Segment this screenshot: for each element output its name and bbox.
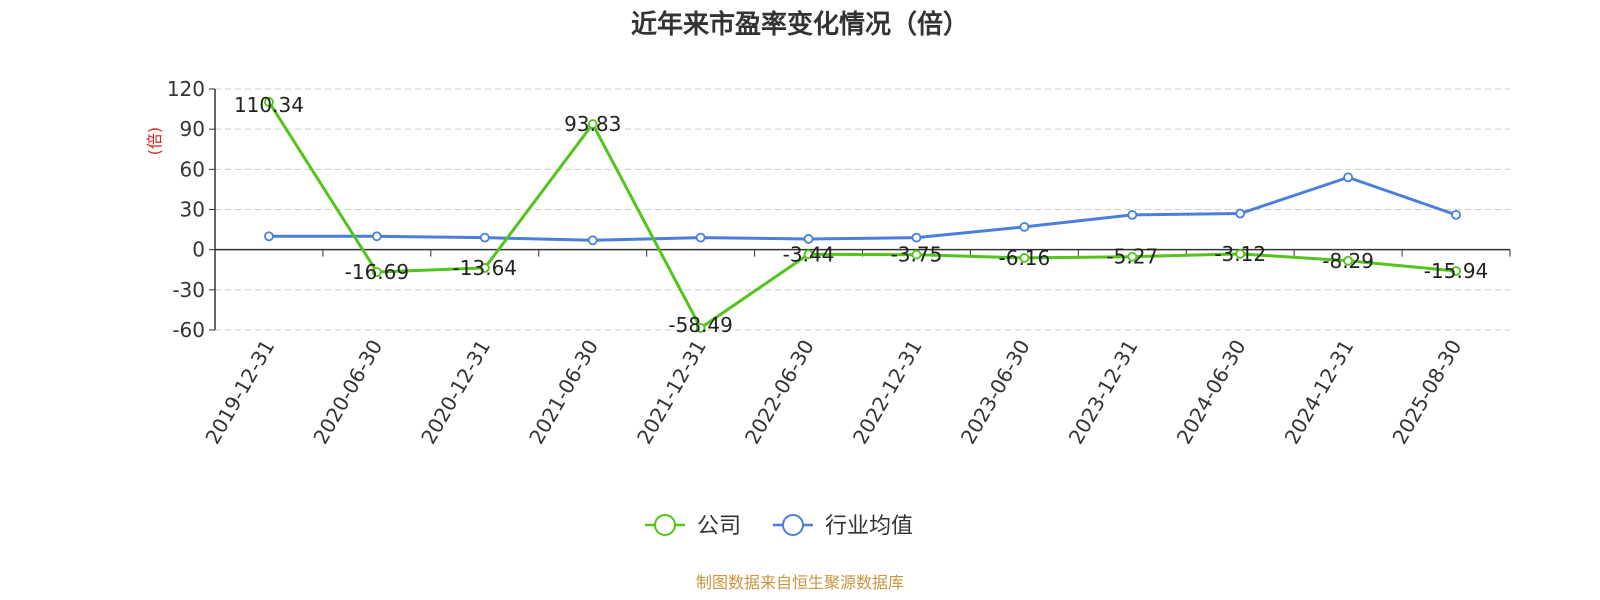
data-point[interactable]: [1019, 253, 1030, 263]
x-tick-label: 2021-06-30: [524, 336, 603, 449]
x-tick-label: 2022-12-31: [848, 335, 927, 448]
data-point[interactable]: [587, 235, 598, 246]
x-tick-label: 2025-08-30: [1387, 336, 1466, 449]
x-tick-label: 2019-12-31: [200, 336, 279, 449]
y-tick-label: -60: [172, 318, 205, 342]
series-line-0: [267, 101, 1457, 330]
series-line-1: [268, 175, 1457, 242]
legend-marker: [782, 514, 804, 536]
legend-item-0[interactable]: 公司: [645, 514, 741, 539]
data-point[interactable]: [371, 267, 382, 277]
data-label: -3.75: [891, 243, 943, 267]
data-point[interactable]: [1343, 255, 1354, 266]
data-point[interactable]: [1019, 222, 1030, 232]
y-tick-label: 60: [180, 157, 205, 181]
y-tick-label: 0: [192, 238, 205, 262]
legend: 公司 行业均值: [645, 514, 913, 539]
y-axis-label: (倍): [145, 127, 164, 156]
data-point[interactable]: [264, 97, 274, 107]
data-point[interactable]: [803, 249, 814, 260]
data-label: 110.34: [234, 93, 304, 117]
series-lines: [264, 97, 1461, 333]
y-tick-label: 90: [180, 117, 205, 141]
x-tick-label: 2020-06-30: [308, 336, 387, 449]
data-point[interactable]: [695, 323, 706, 333]
y-tick-label: 120: [167, 77, 205, 101]
grid-lines: [215, 88, 1510, 331]
data-point[interactable]: [479, 232, 490, 243]
data-label: -5.27: [1106, 245, 1158, 269]
x-tick-label: 2020-12-31: [416, 335, 495, 448]
legend-item-1[interactable]: 行业均值: [773, 514, 913, 539]
data-label: -8.29: [1322, 249, 1374, 273]
x-tick-label: 2022-06-30: [740, 336, 819, 449]
data-label: -6.16: [999, 246, 1051, 270]
data-label: -3.44: [783, 242, 835, 266]
data-point[interactable]: [264, 231, 274, 242]
data-point[interactable]: [1343, 172, 1354, 183]
x-tick-label: 2024-12-31: [1280, 336, 1359, 449]
data-point[interactable]: [695, 232, 706, 243]
data-point[interactable]: [1451, 209, 1461, 220]
data-point[interactable]: [1127, 251, 1138, 262]
data-label: -3.12: [1214, 242, 1266, 266]
data-label: -15.94: [1424, 259, 1488, 283]
x-tick-label: 2023-06-30: [956, 336, 1035, 449]
x-tick-label: 2023-12-31: [1064, 336, 1143, 449]
legend-label: 公司: [697, 514, 741, 539]
data-point[interactable]: [1235, 248, 1246, 259]
data-label: -16.69: [345, 260, 409, 284]
legend-label: 行业均值: [825, 514, 913, 539]
data-labels: 110.34 -16.69 -13.64 93.83 -58.49 -3.44 -3.75 -…: [234, 93, 1488, 337]
x-tick-label: 2021-12-31: [632, 336, 711, 449]
data-label: -58.49: [668, 313, 732, 337]
data-point[interactable]: [911, 249, 922, 260]
y-tick-label: 30: [180, 198, 205, 222]
legend-marker: [654, 514, 676, 536]
data-point[interactable]: [1127, 209, 1138, 220]
data-point[interactable]: [371, 231, 382, 242]
data-point[interactable]: [479, 263, 490, 273]
source-note: 制图数据来自恒生聚源数据库: [696, 573, 904, 592]
data-point[interactable]: [911, 232, 922, 243]
data-point[interactable]: [1235, 208, 1246, 219]
data-point[interactable]: [587, 119, 598, 129]
data-label: 93.83: [564, 112, 621, 136]
y-tick-label: -30: [172, 278, 205, 302]
chart-title: 近年来市盈率变化情况（倍）: [631, 9, 969, 40]
data-point[interactable]: [1451, 266, 1461, 276]
data-point[interactable]: [803, 234, 814, 244]
data-label: -13.64: [453, 256, 517, 280]
x-tick-label: 2024-06-30: [1172, 336, 1251, 449]
